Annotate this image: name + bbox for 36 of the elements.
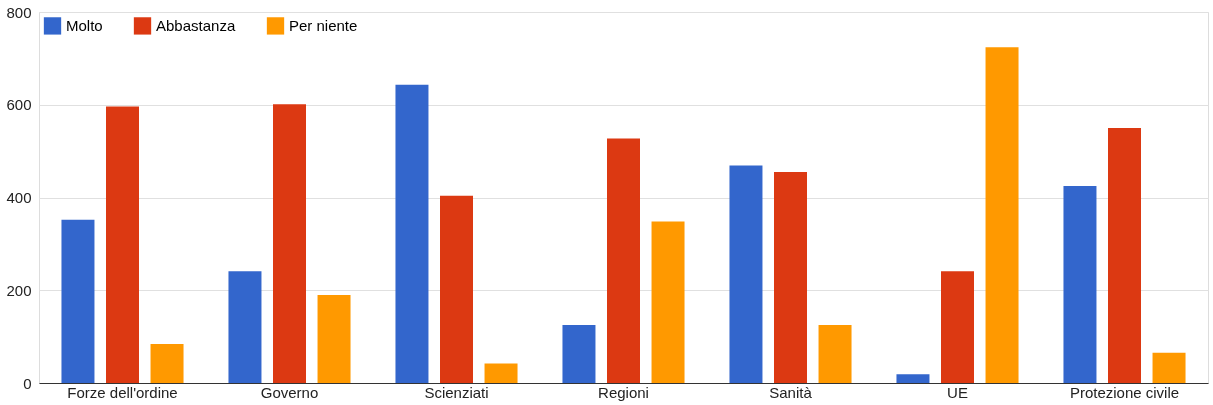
bar [985,47,1019,383]
bar [1152,352,1186,383]
y-tick-label: 400 [6,189,32,206]
bar [1108,127,1141,383]
bar [729,165,763,383]
bar [562,325,596,383]
bar [106,106,139,383]
bar [896,374,930,383]
legend-label: Molto [66,16,103,34]
bar [150,344,184,383]
bar [440,195,473,383]
bar [61,219,95,383]
x-tick-label: Regioni [598,383,649,401]
y-tick-label: 600 [6,96,32,114]
bar [1063,185,1097,383]
x-tick-label: Protezione civile [1069,383,1180,401]
x-tick-label: Sanità [769,383,813,401]
bar [484,363,518,383]
legend-label: Abbastanza [156,16,236,34]
y-tick-label: 200 [6,281,32,299]
bar [818,325,852,383]
bar [228,271,262,383]
bar [395,84,429,383]
x-tick-label: Scienziati [424,383,489,401]
y-tick-label: 800 [6,3,32,21]
bar [317,294,351,383]
legend-label: Per niente [289,16,358,34]
x-tick-label: UE [947,383,968,401]
y-tick-label: 0 [23,374,32,392]
bar [651,221,685,383]
x-tick-label: Forze dell'ordine [67,383,178,401]
bar [774,171,807,383]
bar [273,104,306,383]
bar [941,271,974,383]
x-tick-label: Governo [260,383,319,401]
bar [607,138,640,383]
